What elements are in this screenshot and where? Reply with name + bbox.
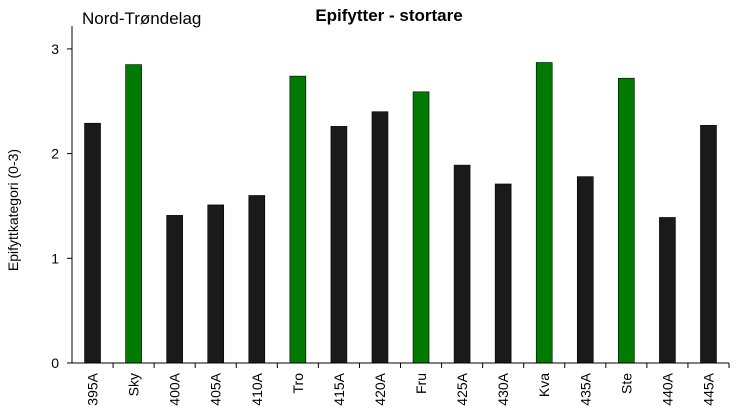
bar-430A xyxy=(494,183,512,364)
bars-group xyxy=(84,62,717,364)
x-tick-label: 405A xyxy=(208,372,224,405)
y-tick-label: 1 xyxy=(51,250,59,266)
x-tick-label: 435A xyxy=(577,372,593,405)
bar-400A xyxy=(166,215,183,364)
x-tick-label: Tro xyxy=(290,373,306,394)
bar-Sky xyxy=(125,64,142,364)
bar-440A xyxy=(659,217,676,364)
x-tick-label: Sky xyxy=(126,373,142,396)
y-axis-label: Epifyttkategori (0-3) xyxy=(5,149,21,271)
y-tick-label: 3 xyxy=(51,41,59,57)
x-tick-label: Ste xyxy=(618,373,634,394)
region-label: Nord-Trøndelag xyxy=(82,9,201,28)
x-tick-label: 395A xyxy=(85,372,101,405)
bar-Ste xyxy=(618,77,635,364)
x-tick-label: 420A xyxy=(372,372,388,405)
y-tick-label: 2 xyxy=(51,146,59,162)
x-tick-label: 400A xyxy=(167,372,183,405)
y-axis: 0 1 2 3 xyxy=(51,25,73,371)
x-axis: 395A Sky 400A 405A 410A Tro 415A 420A Fru 425A 430… xyxy=(72,362,730,406)
bar-Tro xyxy=(289,75,307,364)
x-tick-label: 425A xyxy=(454,372,470,405)
x-tick-label: 410A xyxy=(249,372,265,405)
y-tick-label: 0 xyxy=(51,355,59,371)
bar-395A xyxy=(84,122,101,364)
x-tick-label: 430A xyxy=(495,372,511,405)
bar-420A xyxy=(371,111,389,364)
bar-405A xyxy=(207,204,225,364)
bar-445A xyxy=(700,125,717,364)
chart-title: Epifytter - stortare xyxy=(315,6,462,25)
bar-Fru xyxy=(412,91,430,364)
x-tick-label: 445A xyxy=(700,372,716,405)
bar-435A xyxy=(576,176,594,364)
bar-410A xyxy=(248,195,266,364)
bar-425A xyxy=(453,164,471,364)
bar-Kva xyxy=(535,62,553,364)
x-tick-label: 440A xyxy=(659,372,675,405)
x-tick-label: Fru xyxy=(413,373,429,394)
bar-415A xyxy=(330,126,348,364)
x-tick-label: Kva xyxy=(536,373,552,397)
x-tick-label: 415A xyxy=(331,372,347,405)
